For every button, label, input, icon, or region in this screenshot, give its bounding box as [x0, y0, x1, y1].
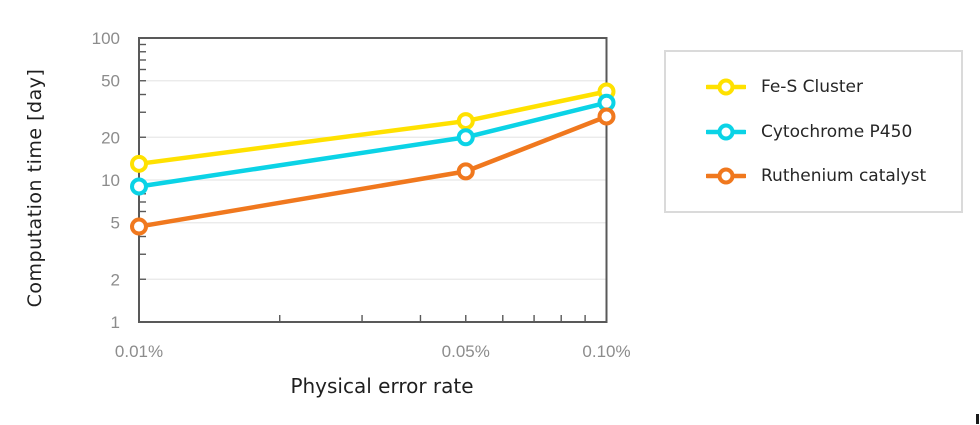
x-axis-title: Physical error rate	[290, 374, 474, 398]
y-tick-label: 10	[101, 171, 120, 190]
x-tick-label: 0.05%	[442, 342, 490, 361]
y-axis-title: Computation time [day]	[24, 68, 46, 308]
legend-label: Cytochrome P450	[761, 121, 913, 142]
y-tick-label: 5	[111, 214, 120, 233]
legend-marker-icon	[706, 123, 746, 140]
legend-label: Ruthenium catalyst	[761, 166, 927, 187]
data-point-cytochrome-p450	[130, 177, 148, 196]
data-point-fe-s-cluster	[456, 112, 475, 131]
legend-item-ruthenium-catalyst: Ruthenium catalyst	[706, 166, 961, 186]
legend-marker-icon	[706, 167, 746, 185]
data-point-ruthenium-catalyst	[130, 217, 148, 236]
data-point-ruthenium-catalyst	[597, 107, 616, 126]
y-tick-label: 100	[92, 29, 120, 48]
y-tick-label: 50	[101, 72, 120, 91]
legend: Fe-S Cluster Cytochrome P450 Ruthenium c…	[664, 50, 963, 213]
legend-item-cytochrome-p450: Cytochrome P450	[706, 122, 961, 142]
data-point-cytochrome-p450	[456, 128, 475, 147]
line-chart-canvas: 100 50 20 10 5 2 1 0.01% 0.05% 0.10%	[92, 29, 631, 361]
data-point-fe-s-cluster	[130, 154, 148, 173]
y-tick-label: 1	[111, 313, 120, 332]
stray-cursor-mark	[976, 414, 979, 424]
legend-item-fe-s-cluster: Fe-S Cluster	[706, 77, 961, 97]
y-tick-label: 20	[101, 128, 120, 147]
y-tick-label: 2	[111, 270, 120, 289]
x-tick-label: 0.10%	[582, 342, 630, 361]
legend-label: Fe-S Cluster	[761, 76, 863, 97]
legend-marker-icon	[706, 78, 746, 96]
data-point-ruthenium-catalyst	[456, 162, 475, 181]
x-tick-label: 0.01%	[115, 342, 163, 361]
